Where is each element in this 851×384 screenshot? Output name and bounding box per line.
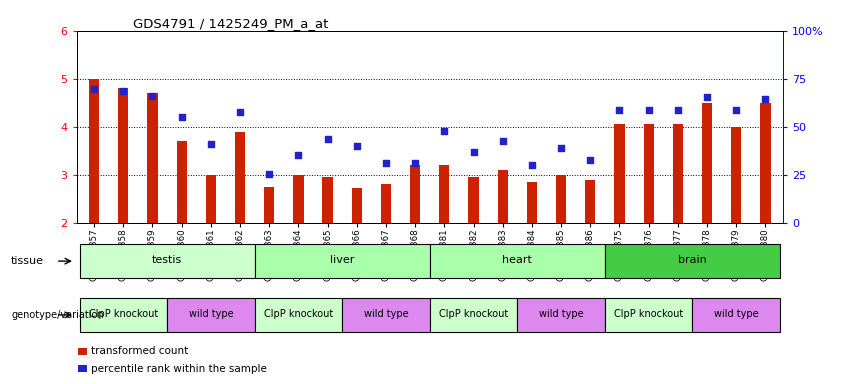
- Bar: [702, 103, 712, 223]
- Text: ClpP knockout: ClpP knockout: [264, 309, 333, 319]
- Text: genotype/variation: genotype/variation: [11, 310, 104, 320]
- Point: [758, 96, 772, 102]
- Text: testis: testis: [152, 255, 182, 265]
- Text: tissue: tissue: [11, 256, 44, 266]
- Text: wild type: wild type: [539, 309, 584, 319]
- Bar: [430, 298, 517, 332]
- Point: [496, 138, 510, 144]
- Bar: [556, 175, 566, 223]
- Point: [321, 136, 334, 142]
- Text: ClpP knockout: ClpP knockout: [439, 309, 508, 319]
- Text: wild type: wild type: [714, 309, 758, 319]
- Bar: [323, 177, 333, 223]
- Point: [642, 107, 655, 113]
- Bar: [235, 131, 245, 223]
- Text: transformed count: transformed count: [91, 346, 188, 356]
- Bar: [264, 187, 274, 223]
- Text: GDS4791 / 1425249_PM_a_at: GDS4791 / 1425249_PM_a_at: [133, 17, 328, 30]
- Bar: [693, 298, 780, 332]
- Bar: [614, 124, 625, 223]
- Point: [380, 160, 393, 166]
- Point: [117, 88, 130, 94]
- Point: [174, 114, 188, 120]
- Bar: [643, 124, 654, 223]
- Point: [671, 107, 685, 113]
- Point: [233, 109, 247, 116]
- Bar: [79, 244, 254, 278]
- Bar: [585, 180, 596, 223]
- Point: [262, 170, 276, 177]
- Bar: [430, 244, 605, 278]
- Point: [554, 145, 568, 151]
- Bar: [527, 182, 537, 223]
- Point: [146, 93, 159, 99]
- Bar: [439, 165, 449, 223]
- Bar: [731, 127, 741, 223]
- Bar: [294, 175, 304, 223]
- Bar: [89, 79, 100, 223]
- Bar: [254, 244, 430, 278]
- Point: [437, 127, 451, 134]
- Text: wild type: wild type: [189, 309, 233, 319]
- Text: heart: heart: [502, 255, 532, 265]
- Bar: [498, 170, 508, 223]
- Bar: [410, 165, 420, 223]
- Point: [525, 162, 539, 168]
- Bar: [605, 244, 780, 278]
- Bar: [605, 298, 693, 332]
- Point: [204, 141, 218, 147]
- Text: ClpP knockout: ClpP knockout: [89, 309, 158, 319]
- Bar: [254, 298, 342, 332]
- Point: [700, 94, 714, 100]
- Bar: [351, 188, 362, 223]
- Point: [408, 160, 422, 166]
- Bar: [167, 298, 254, 332]
- Point: [729, 107, 743, 113]
- Point: [292, 152, 306, 158]
- Bar: [381, 184, 391, 223]
- Bar: [79, 298, 167, 332]
- Text: liver: liver: [330, 255, 354, 265]
- Bar: [517, 298, 605, 332]
- Text: wild type: wild type: [363, 309, 408, 319]
- Point: [88, 86, 101, 93]
- Point: [466, 149, 480, 155]
- Bar: [342, 298, 430, 332]
- Bar: [147, 93, 157, 223]
- Text: ClpP knockout: ClpP knockout: [614, 309, 683, 319]
- Point: [350, 143, 363, 149]
- Bar: [760, 103, 770, 223]
- Text: percentile rank within the sample: percentile rank within the sample: [91, 364, 266, 374]
- Bar: [78, 348, 87, 355]
- Point: [584, 157, 597, 164]
- Text: brain: brain: [678, 255, 707, 265]
- Bar: [468, 177, 478, 223]
- Bar: [78, 365, 87, 372]
- Bar: [673, 124, 683, 223]
- Bar: [176, 141, 186, 223]
- Bar: [206, 175, 216, 223]
- Point: [613, 107, 626, 113]
- Bar: [118, 88, 129, 223]
